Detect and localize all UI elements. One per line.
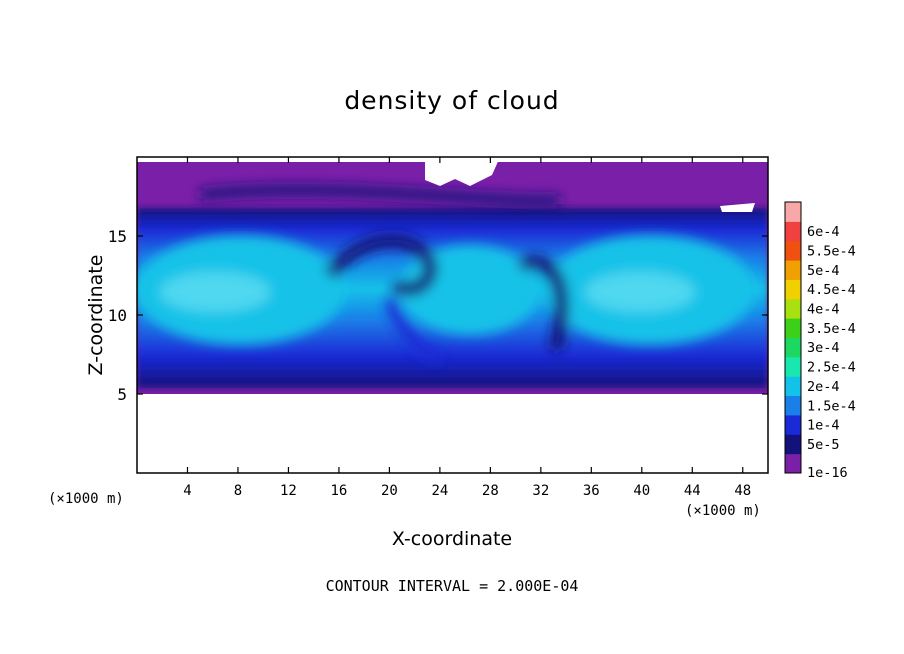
- x-axis-label-row: X-coordinate: [0, 528, 904, 550]
- density-field: [137, 157, 768, 473]
- dark-filament-4: [199, 185, 561, 206]
- contour-interval-row: CONTOUR INTERVAL = 2.000E-04: [0, 577, 904, 595]
- colorbar-level-label: 4e-4: [807, 301, 840, 317]
- colorbar-swatch: [785, 202, 801, 222]
- y-tick-label: 5: [117, 385, 127, 404]
- colorbar-level-label: 5e-5: [807, 437, 840, 453]
- x-axis-label: X-coordinate: [391, 528, 513, 550]
- colorbar-swatch: [785, 240, 801, 261]
- colorbar-level-label: 3.5e-4: [807, 321, 856, 337]
- dark-filament-3: [384, 297, 443, 366]
- colorbar-level-label: 2.5e-4: [807, 360, 856, 376]
- cloud-bright-left: [160, 272, 270, 312]
- colorbar-swatch: [785, 395, 801, 416]
- x-tick-label: 24: [431, 483, 448, 499]
- colorbar-level-label: 5.5e-4: [807, 243, 856, 259]
- colorbar-level-label: 1.5e-4: [807, 398, 856, 414]
- colorbar-swatch: [785, 221, 801, 242]
- colorbar-swatch: [785, 279, 801, 300]
- colorbar-swatch: [785, 260, 801, 280]
- dark-filament-1: [324, 234, 438, 297]
- colorbar-swatch: [785, 337, 801, 358]
- clear-below-cloud: [137, 394, 768, 473]
- dark-filament-2: [517, 255, 569, 353]
- contour-interval-text: CONTOUR INTERVAL = 2.000E-04: [325, 577, 579, 595]
- colorbar-swatch: [785, 453, 801, 474]
- clear-gap-right: [720, 203, 755, 212]
- colorbar-level-label: 6e-4: [807, 224, 840, 240]
- x-ticks: 4 8 12 16 20 24 28 32 36 40 44 48: [183, 157, 751, 499]
- colorbar-level-label: 1e-4: [807, 418, 840, 434]
- x-unit-label-left: (×1000 m): [48, 491, 124, 507]
- y-tick-label: 15: [108, 227, 127, 246]
- colorbar-swatch: [785, 298, 801, 319]
- colorbar: 1e-16 5e-5 1e-4 1.5e-4 2e-4 2.5e-4 3e-4 3.5e-4 4…: [784, 201, 856, 481]
- colorbar-swatch: [785, 434, 801, 455]
- colorbar-level-label: 4.5e-4: [807, 282, 856, 298]
- cloud-bright-right: [585, 272, 695, 312]
- colorbar-swatch: [785, 376, 801, 397]
- chart-title: density of cloud: [344, 86, 560, 115]
- x-tick-label: 48: [734, 483, 751, 499]
- x-tick-label: 28: [482, 483, 499, 499]
- y-tick-label: 10: [108, 306, 127, 325]
- colorbar-level-label: 5e-4: [807, 263, 840, 279]
- x-tick-label: 32: [532, 483, 549, 499]
- colorbar-level-label: 2e-4: [807, 379, 840, 395]
- colorbar-swatch: [785, 356, 801, 377]
- colorbar-swatch: [785, 414, 801, 435]
- x-tick-label: 8: [234, 483, 242, 499]
- colorbar-level-label: 1e-16: [807, 465, 848, 481]
- y-ticks: 5 10 15: [108, 227, 768, 404]
- x-tick-label: 4: [183, 483, 191, 499]
- x-unit-label-right: (×1000 m): [685, 503, 761, 519]
- clear-gap-top-left: [137, 157, 160, 161]
- x-tick-label: 16: [330, 483, 347, 499]
- cloud-cores: [137, 185, 755, 366]
- colorbar-swatch: [785, 318, 801, 338]
- x-tick-label: 20: [381, 483, 398, 499]
- x-tick-label: 44: [684, 483, 701, 499]
- x-tick-label: 36: [583, 483, 600, 499]
- clear-gap-top: [425, 157, 500, 186]
- x-tick-label: 40: [633, 483, 650, 499]
- colorbar-level-label: 3e-4: [807, 340, 840, 356]
- colorbar-frame: [784, 201, 802, 474]
- x-tick-label: 12: [280, 483, 297, 499]
